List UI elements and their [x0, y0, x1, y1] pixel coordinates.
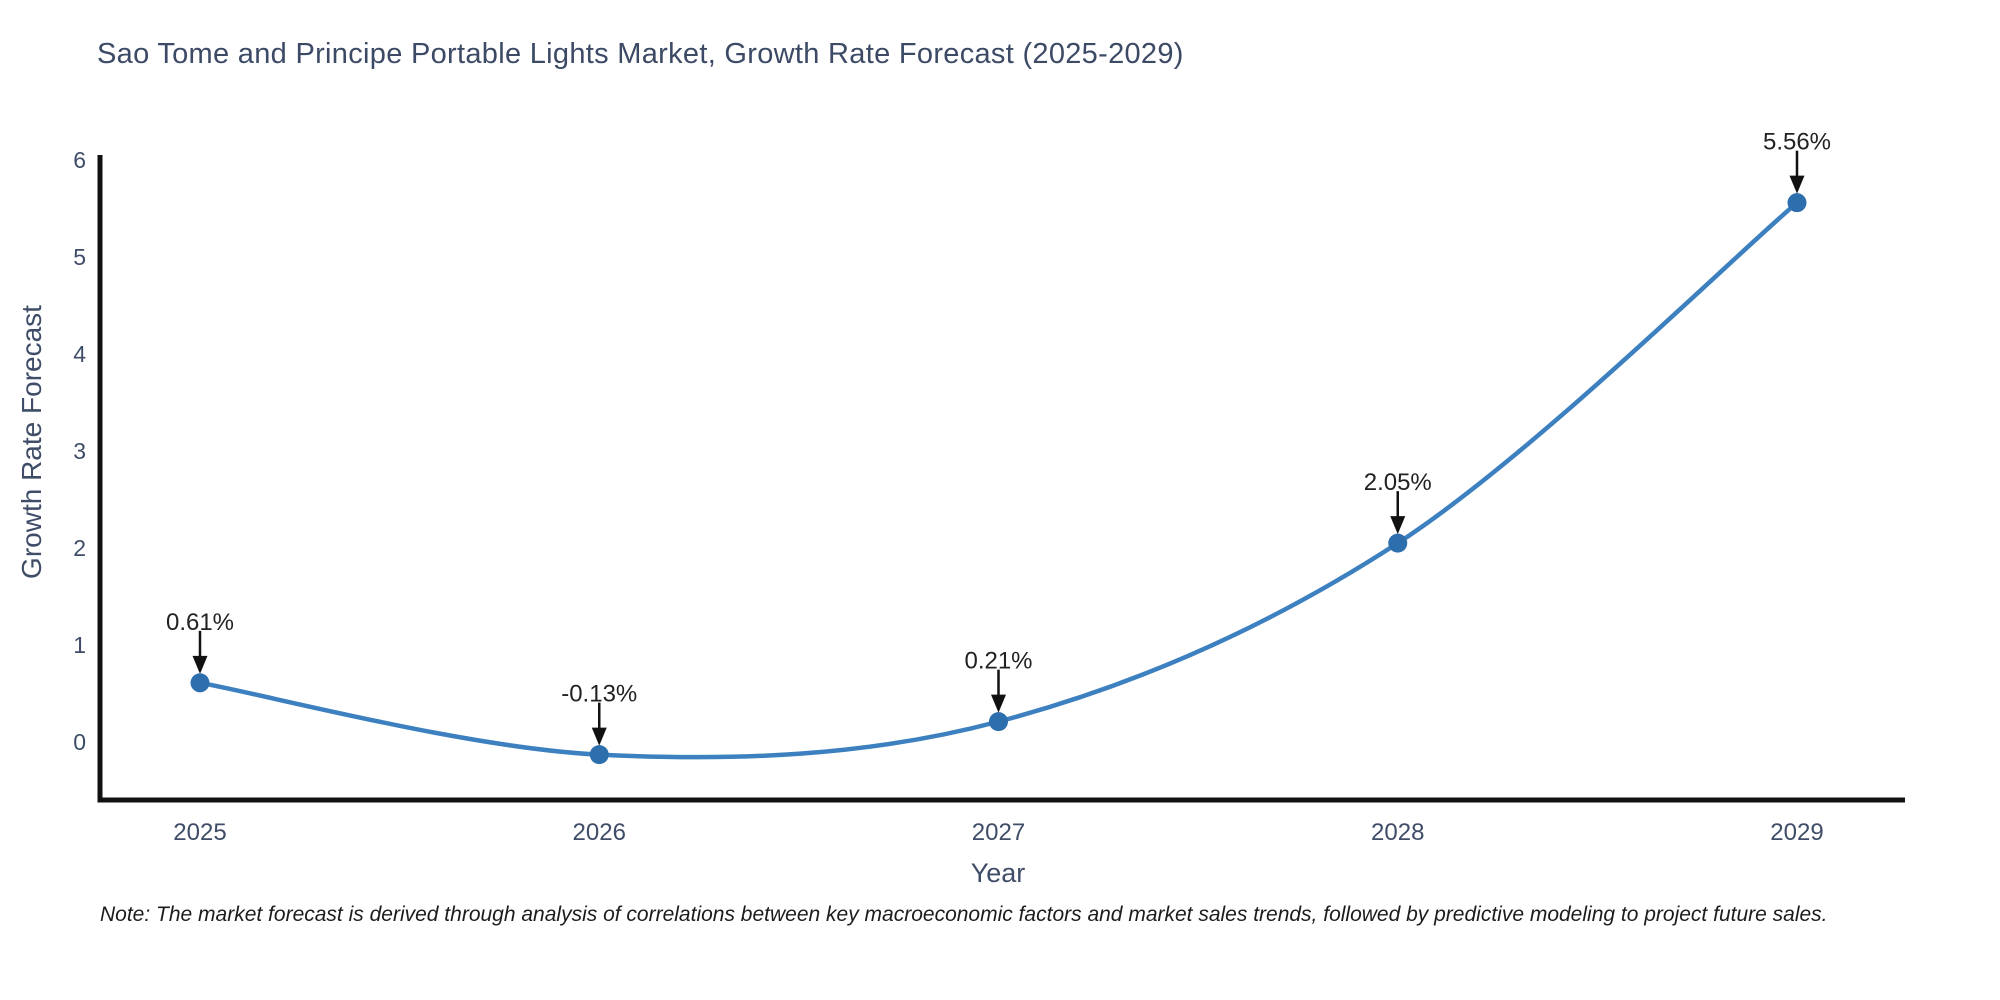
y-tick-label: 2 [73, 535, 86, 561]
annotation-arrow-head [991, 694, 1006, 713]
annotation-arrow-head [591, 727, 607, 746]
x-axis-title: Year [970, 858, 1026, 888]
annotation-label: 0.61% [166, 609, 234, 636]
annotation-label: -0.13% [561, 681, 637, 708]
annotation-arrow-head [1789, 175, 1805, 194]
x-tick-label: 2026 [573, 819, 626, 846]
annotation-arrow-head [1390, 516, 1406, 535]
data-point-marker[interactable] [589, 745, 609, 765]
data-point-marker[interactable] [190, 673, 210, 693]
forecast-curve [197, 200, 1800, 760]
y-tick-label: 6 [73, 147, 86, 173]
x-tick-label: 2025 [173, 819, 226, 846]
y-tick-label: 4 [73, 341, 86, 367]
data-point-marker[interactable] [1388, 533, 1408, 553]
annotation-label: 2.05% [1364, 469, 1432, 496]
y-tick-label: 5 [73, 244, 86, 270]
y-axis-title: Growth Rate Forecast [16, 305, 47, 579]
chart-title: Sao Tome and Principe Portable Lights Ma… [97, 38, 1184, 70]
data-point-marker[interactable] [989, 712, 1008, 732]
y-tick-label: 0 [73, 729, 86, 755]
annotation-label: 5.56% [1763, 129, 1831, 156]
annotation-label: 0.21% [964, 648, 1032, 675]
x-tick-label: 2027 [972, 819, 1025, 846]
x-tick-label: 2028 [1371, 819, 1424, 846]
y-tick-label: 3 [73, 438, 86, 464]
data-point-marker[interactable] [1787, 193, 1807, 213]
footnote: Note: The market forecast is derived thr… [100, 903, 1828, 926]
x-tick-label: 2029 [1770, 819, 1823, 846]
annotation-arrow-head [192, 655, 208, 674]
y-tick-label: 1 [73, 632, 86, 658]
